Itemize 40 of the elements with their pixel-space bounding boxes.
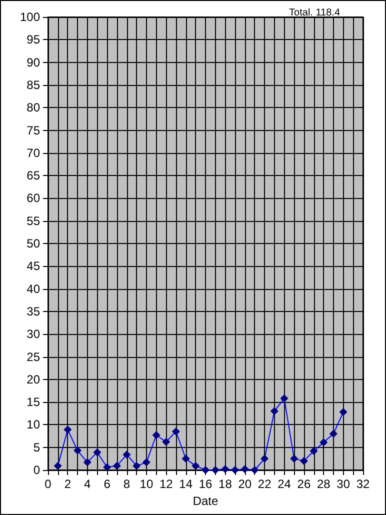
x-tick-label: 6 (104, 477, 111, 491)
y-tick-label: 15 (26, 395, 40, 410)
y-tick-label: 55 (26, 214, 40, 228)
x-axis-title: Date (192, 494, 218, 508)
y-tick-label: 70 (26, 146, 40, 160)
y-tick-label: 0 (33, 463, 40, 477)
x-tick-label: 12 (159, 477, 174, 491)
y-tick-label: 95 (26, 32, 40, 47)
y-tick-label: 45 (26, 259, 40, 274)
x-tick-label: 26 (297, 477, 311, 491)
x-tick-label: 32 (356, 477, 370, 491)
x-tick-label: 16 (198, 477, 212, 491)
y-tick-label: 50 (26, 236, 40, 250)
x-tick-label: 2 (64, 477, 72, 491)
y-tick-label: 75 (26, 123, 40, 138)
x-tick-label: 14 (179, 477, 193, 491)
y-tick-label: 30 (26, 327, 40, 342)
x-tick-label: 20 (238, 477, 252, 491)
chart-title: Total. 118.4 (289, 8, 340, 18)
x-tick-label: 4 (84, 477, 92, 491)
y-tick-label: 100 (20, 10, 40, 24)
x-tick-label: 24 (278, 477, 292, 491)
x-tick-label: 10 (140, 477, 154, 491)
y-tick-label: 40 (26, 282, 40, 296)
y-tick-label: 65 (26, 168, 40, 183)
y-tick-label: 80 (26, 100, 40, 115)
x-tick-label: 30 (336, 477, 350, 491)
x-tick-label: 8 (123, 477, 130, 491)
x-tick-label: 28 (316, 477, 331, 491)
y-tick-label: 90 (26, 55, 40, 70)
y-tick-label: 20 (26, 372, 40, 386)
x-tick-label: 22 (258, 477, 272, 491)
y-tick-label: 10 (26, 418, 40, 432)
x-tick-label: 0 (44, 477, 52, 491)
x-tick-label: 18 (218, 477, 232, 491)
y-tick-label: 60 (26, 191, 40, 206)
y-tick-label: 85 (26, 78, 40, 92)
y-tick-label: 35 (26, 304, 40, 318)
y-tick-label: 5 (33, 440, 40, 454)
y-tick-label: 25 (26, 350, 40, 364)
